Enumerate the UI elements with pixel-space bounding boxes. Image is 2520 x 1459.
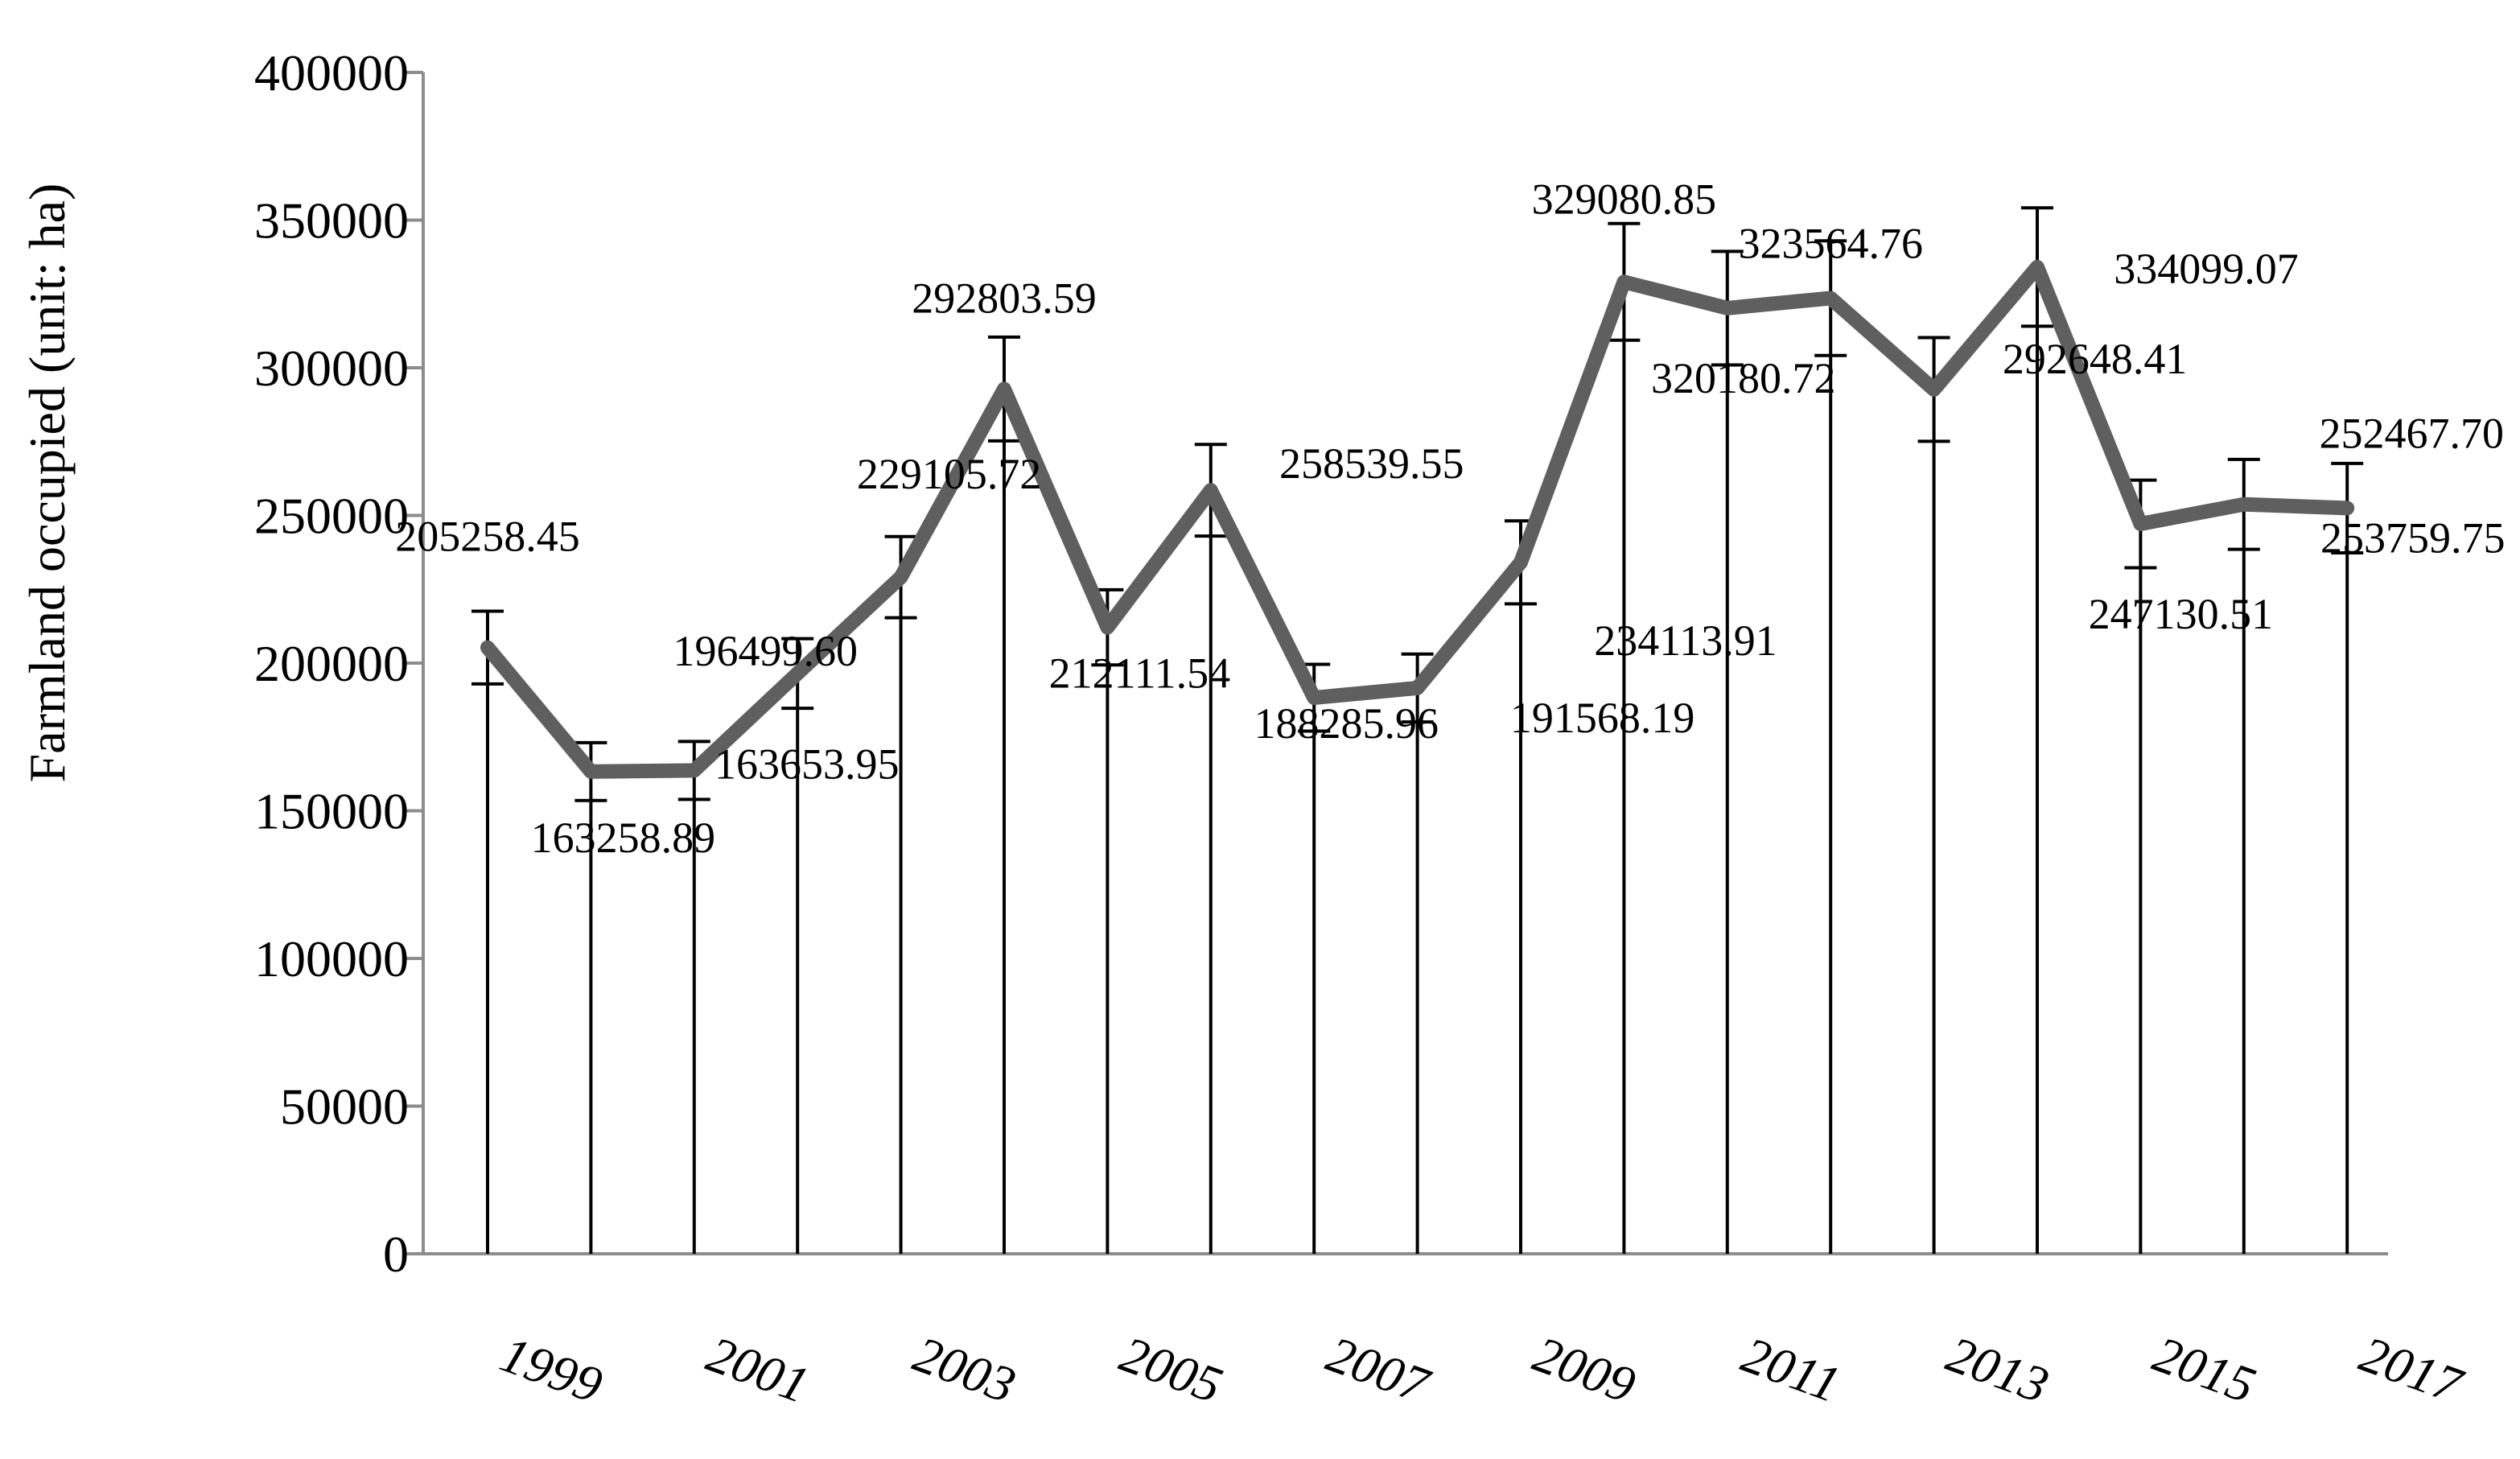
data-label: 234113.91 — [1594, 616, 1777, 665]
y-tick-label: 50000 — [280, 1078, 409, 1135]
x-tick-label: 2013 — [1940, 1325, 2057, 1414]
y-tick-label: 400000 — [254, 44, 409, 101]
x-tick-label: 2005 — [1113, 1325, 1229, 1414]
y-tick-label: 100000 — [254, 930, 409, 987]
x-tick-label: 2003 — [907, 1325, 1023, 1414]
data-label: 191568.19 — [1510, 694, 1695, 742]
data-label: 329080.85 — [1532, 175, 1717, 223]
data-label: 188285.96 — [1254, 699, 1439, 748]
x-tick-label: 2001 — [700, 1325, 817, 1414]
data-label: 163258.89 — [531, 814, 716, 862]
data-label: 258539.55 — [1279, 439, 1464, 488]
x-tick-label: 2009 — [1526, 1325, 1643, 1414]
y-axis-title: Farmland occupied (unit: ha) — [19, 183, 76, 783]
data-label: 334099.07 — [2114, 245, 2299, 293]
data-label: 253759.75 — [2320, 514, 2506, 563]
data-label: 229105.72 — [857, 450, 1042, 498]
data-label: 205258.45 — [395, 513, 580, 561]
series — [480, 259, 2355, 779]
series-line — [480, 259, 2355, 779]
data-label: 247130.51 — [2089, 590, 2274, 638]
x-axis: 1999 2001 2003 2005 2007 2009 2011 2013 2015 2017 — [423, 1252, 2472, 1416]
y-tick-label: 150000 — [254, 783, 409, 840]
y-tick-label: 300000 — [254, 340, 409, 397]
data-label: 292803.59 — [912, 274, 1097, 322]
data-label: 252467.70 — [2319, 409, 2504, 457]
x-tick-label: 2007 — [1320, 1325, 1438, 1416]
data-labels: 205258.45 163258.89 163653.95 196499.60 2291… — [395, 175, 2505, 862]
y-tick-label: 200000 — [254, 635, 409, 692]
data-label: 163653.95 — [714, 740, 900, 788]
y-tick-label: 350000 — [254, 192, 409, 249]
error-bars — [471, 206, 2364, 1254]
data-label: 320180.72 — [1651, 354, 1836, 402]
y-axis: 0 50000 100000 150000 200000 250000 300000 3500… — [254, 44, 425, 1283]
x-tick-label: 2017 — [2353, 1325, 2471, 1416]
x-tick-label: 2011 — [1735, 1325, 1847, 1413]
x-tick-label: 1999 — [493, 1325, 610, 1414]
y-tick-label: 0 — [383, 1226, 409, 1283]
data-label: 196499.60 — [673, 627, 858, 675]
y-tick-label: 250000 — [254, 488, 409, 545]
data-label: 323564.76 — [1738, 220, 1923, 268]
data-label: 292648.41 — [2003, 335, 2188, 383]
data-label: 212111.54 — [1049, 649, 1231, 698]
x-tick-label: 2015 — [2146, 1325, 2263, 1414]
